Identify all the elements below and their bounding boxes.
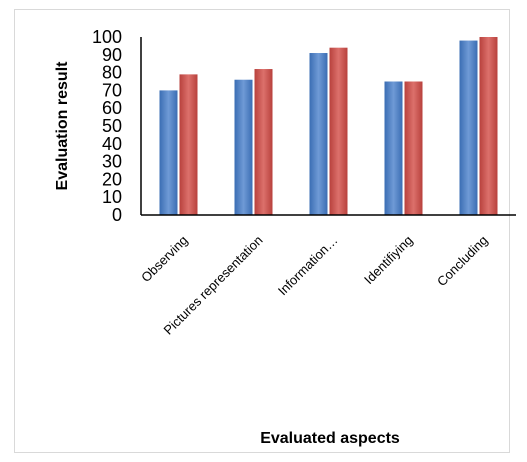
x-tick-label: Information… [275, 233, 341, 299]
bar-series1-4 [384, 81, 403, 215]
y-tick-label: 0 [112, 205, 122, 225]
y-tick-label: 90 [102, 45, 122, 65]
bar-series1-3 [309, 53, 328, 215]
x-tick-label: Identifiying [361, 233, 416, 288]
y-tick-label: 50 [102, 116, 122, 136]
x-axis-title: Evaluated aspects [260, 430, 400, 447]
bar-series1-5 [459, 40, 478, 216]
y-tick-label: 60 [102, 98, 122, 118]
bars-group [159, 37, 498, 216]
y-tick-label: 20 [102, 169, 122, 189]
y-tick-label: 70 [102, 80, 122, 100]
x-tick-label: Concluding [434, 233, 491, 290]
bar-series1-1 [159, 90, 178, 215]
bar-series2-1 [179, 74, 198, 215]
y-tick-label: 80 [102, 63, 122, 83]
bar-series2-2 [254, 69, 273, 215]
bar-series1-2 [234, 79, 253, 215]
bar-series2-3 [329, 47, 348, 216]
y-tick-label: 30 [102, 152, 122, 172]
bar-series2-4 [404, 81, 423, 215]
y-axis-title: Evaluation result [54, 61, 71, 191]
y-tick-label: 40 [102, 134, 122, 154]
x-tick-label: Observing [138, 233, 191, 286]
y-tick-label: 100 [92, 27, 122, 47]
bar-series2-5 [479, 37, 498, 215]
y-tick-label: 10 [102, 187, 122, 207]
